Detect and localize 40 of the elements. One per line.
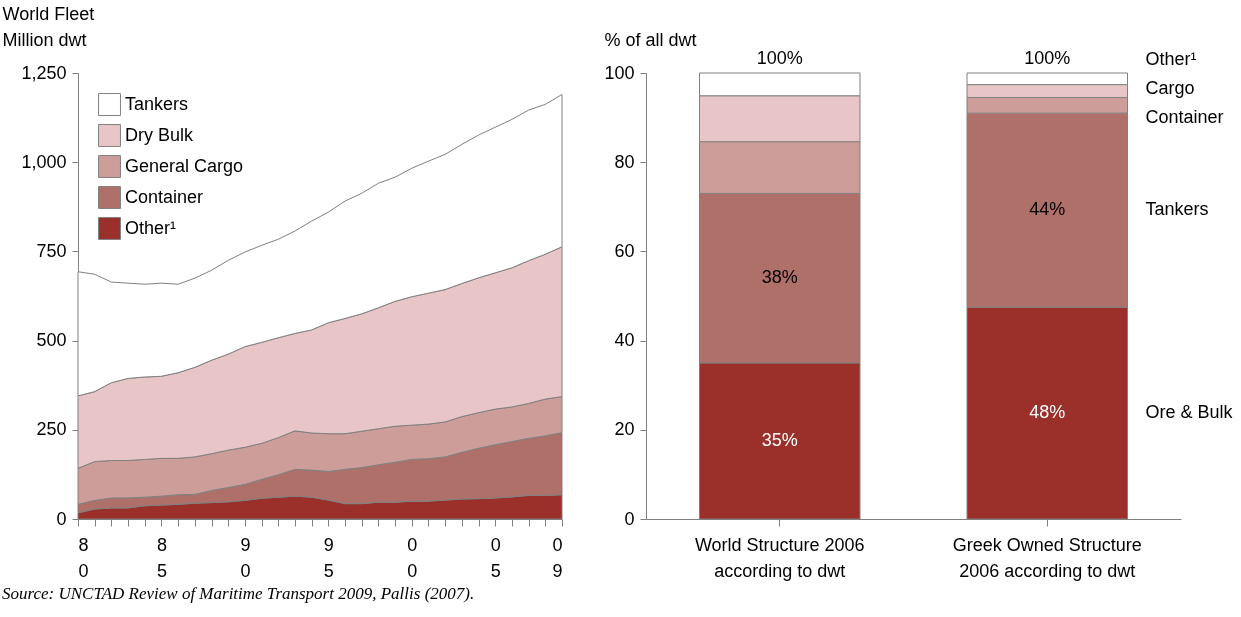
legend-label: Tankers (125, 93, 189, 114)
legend-label: Dry Bulk (125, 124, 195, 145)
x-tick-label: 8 0 (78, 534, 89, 581)
data-label: 48% (1029, 402, 1066, 423)
y-tick-label: 750 (36, 240, 67, 261)
x-tick-label: 0 9 (552, 534, 563, 581)
x-tick-label: 8 5 (156, 534, 167, 581)
legend-label: Other¹ (125, 217, 177, 238)
y-tick-label: 80 (614, 151, 635, 172)
series-label: Cargo (1145, 77, 1195, 98)
y-tick-label: 250 (36, 419, 67, 440)
x-tick-label: World Structure 2006 according to dwt (694, 534, 865, 581)
source-note: Source: UNCTAD Review of Maritime Transport 2009, Pallis (2007). (2, 584, 475, 603)
total-label: 100% (756, 48, 803, 68)
legend-label: Container (125, 186, 204, 207)
y-tick-label: 0 (624, 508, 635, 529)
y-axis-title: World Fleet Million dwt (2, 3, 95, 50)
data-label: 38% (761, 267, 798, 288)
y-tick-label: 1,000 (21, 151, 67, 172)
series-label: Ore & Bulk (1145, 402, 1234, 423)
x-tick-label: 9 0 (240, 534, 251, 581)
data-label: 35% (761, 429, 798, 450)
y-tick-label: 100 (604, 62, 635, 83)
y-tick-label: 60 (614, 240, 635, 261)
series-label: Container (1145, 106, 1224, 127)
x-tick-label: 0 5 (490, 534, 501, 581)
x-tick-label: Greek Owned Structure 2006 according to dwt (952, 534, 1142, 581)
x-tick-label: 0 0 (407, 534, 418, 581)
y-tick-label: 0 (56, 508, 67, 529)
y-tick-label: 20 (614, 419, 635, 440)
y-axis-title: % of all dwt (604, 29, 697, 50)
total-label: 100% (1024, 48, 1071, 68)
data-label: 44% (1029, 199, 1066, 220)
series-label: Other¹ (1145, 48, 1197, 69)
y-tick-label: 40 (614, 330, 635, 351)
x-tick-label: 9 5 (323, 534, 334, 581)
legend-label: General Cargo (125, 155, 244, 176)
y-tick-label: 500 (36, 330, 67, 351)
series-label: Tankers (1145, 199, 1209, 220)
y-tick-label: 1,250 (21, 62, 67, 83)
